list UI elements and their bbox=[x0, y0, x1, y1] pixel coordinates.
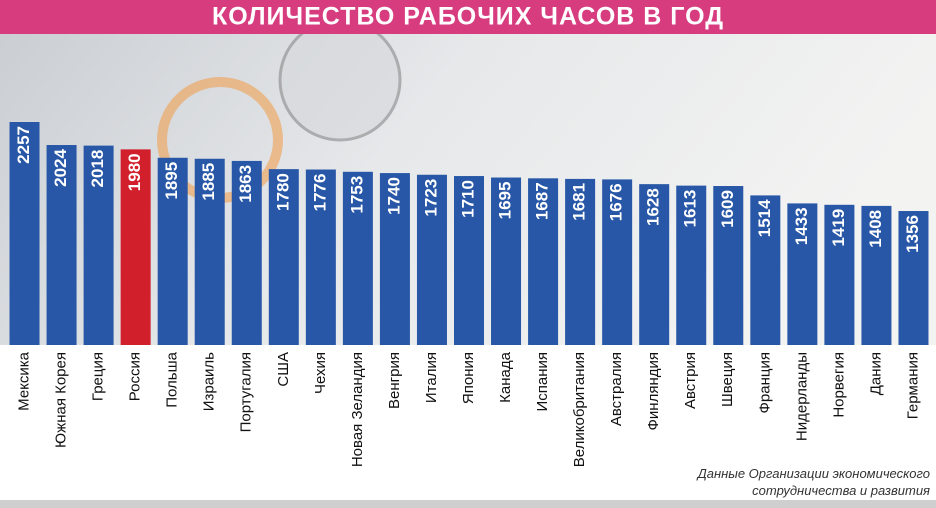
bar bbox=[416, 174, 447, 345]
value-label: 1687 bbox=[533, 182, 552, 220]
bar bbox=[491, 177, 522, 345]
bar bbox=[231, 160, 262, 345]
bar bbox=[9, 122, 40, 345]
bar bbox=[898, 211, 929, 345]
x-tick-label: Россия bbox=[127, 352, 144, 401]
bar bbox=[787, 203, 818, 345]
x-tick-label: Италия bbox=[423, 352, 440, 403]
value-label: 2024 bbox=[51, 148, 70, 186]
x-tick-label: Австралия bbox=[608, 352, 625, 426]
value-label: 1514 bbox=[755, 199, 774, 237]
x-tick-label: Нидерланды bbox=[793, 352, 810, 441]
bar bbox=[157, 157, 188, 345]
x-tick-label: Новая Зеландия bbox=[349, 352, 366, 467]
value-label: 1740 bbox=[384, 177, 403, 215]
value-label: 1613 bbox=[681, 190, 700, 228]
bar bbox=[861, 205, 892, 345]
value-label: 1408 bbox=[866, 210, 885, 248]
chart-title: КОЛИЧЕСТВО РАБОЧИХ ЧАСОВ В ГОД bbox=[212, 3, 724, 31]
value-label: 1710 bbox=[458, 180, 477, 218]
x-tick-label: Япония bbox=[460, 352, 477, 404]
bar bbox=[46, 145, 77, 345]
bar bbox=[565, 178, 596, 345]
bar bbox=[454, 176, 484, 345]
x-tick-label: Дания bbox=[867, 352, 884, 395]
value-label: 1628 bbox=[644, 188, 663, 226]
bar bbox=[639, 184, 670, 345]
x-tick-label: Германия bbox=[904, 352, 921, 419]
x-tick-label: США bbox=[275, 352, 292, 387]
bar bbox=[528, 178, 559, 345]
value-label: 2257 bbox=[14, 126, 33, 164]
value-label: 1681 bbox=[570, 183, 589, 221]
bar bbox=[268, 169, 299, 345]
decor-clock bbox=[278, 18, 402, 142]
value-label: 1609 bbox=[718, 190, 737, 228]
bar bbox=[194, 158, 225, 345]
x-tick-label: Венгрия bbox=[386, 352, 403, 409]
value-label: 1895 bbox=[162, 162, 181, 200]
x-tick-label: Австрия bbox=[682, 352, 699, 409]
value-label: 1980 bbox=[125, 153, 144, 191]
value-label: 1776 bbox=[310, 174, 329, 212]
value-label: 1780 bbox=[273, 173, 292, 211]
x-tick-label: Израиль bbox=[201, 352, 218, 411]
value-label: 1433 bbox=[792, 207, 811, 245]
x-tick-label: Франция bbox=[756, 352, 773, 413]
bar bbox=[824, 204, 855, 345]
x-tick-label: Южная Корея bbox=[53, 352, 70, 448]
bar bbox=[750, 195, 781, 345]
value-label: 1863 bbox=[236, 165, 255, 203]
x-tick-label: Греция bbox=[90, 352, 107, 401]
source-note: Данные Организации экономического bbox=[696, 466, 930, 481]
bar bbox=[342, 171, 373, 345]
value-label: 1723 bbox=[421, 179, 440, 217]
label-area bbox=[0, 345, 936, 500]
value-label: 1676 bbox=[607, 183, 626, 221]
value-label: 1419 bbox=[829, 209, 848, 247]
source-note: сотрудничества и развития bbox=[752, 483, 930, 498]
value-label: 1753 bbox=[347, 176, 366, 214]
bar bbox=[83, 145, 114, 345]
x-tick-label: Финляндия bbox=[645, 352, 662, 430]
bar bbox=[602, 179, 633, 345]
x-tick-label: Швеция bbox=[719, 352, 736, 407]
x-tick-label: Польша bbox=[164, 351, 181, 407]
value-label: 1885 bbox=[199, 163, 218, 201]
bar bbox=[676, 185, 707, 345]
value-label: 1356 bbox=[903, 215, 922, 253]
bar bbox=[379, 173, 410, 345]
value-label: 1695 bbox=[496, 182, 515, 220]
value-label: 2018 bbox=[88, 150, 107, 188]
bar bbox=[120, 149, 151, 345]
x-tick-label: Испания bbox=[534, 352, 551, 412]
x-tick-label: Норвегия bbox=[830, 352, 847, 418]
bottom-strip bbox=[0, 500, 936, 508]
x-tick-label: Канада bbox=[497, 351, 514, 402]
title-band bbox=[0, 0, 936, 34]
x-tick-label: Португалия bbox=[238, 352, 255, 432]
x-tick-label: Чехия bbox=[312, 352, 329, 394]
x-tick-label: Великобритания bbox=[571, 352, 588, 467]
bar bbox=[305, 169, 336, 345]
x-tick-label: Мексика bbox=[15, 351, 32, 411]
bar bbox=[713, 186, 744, 345]
